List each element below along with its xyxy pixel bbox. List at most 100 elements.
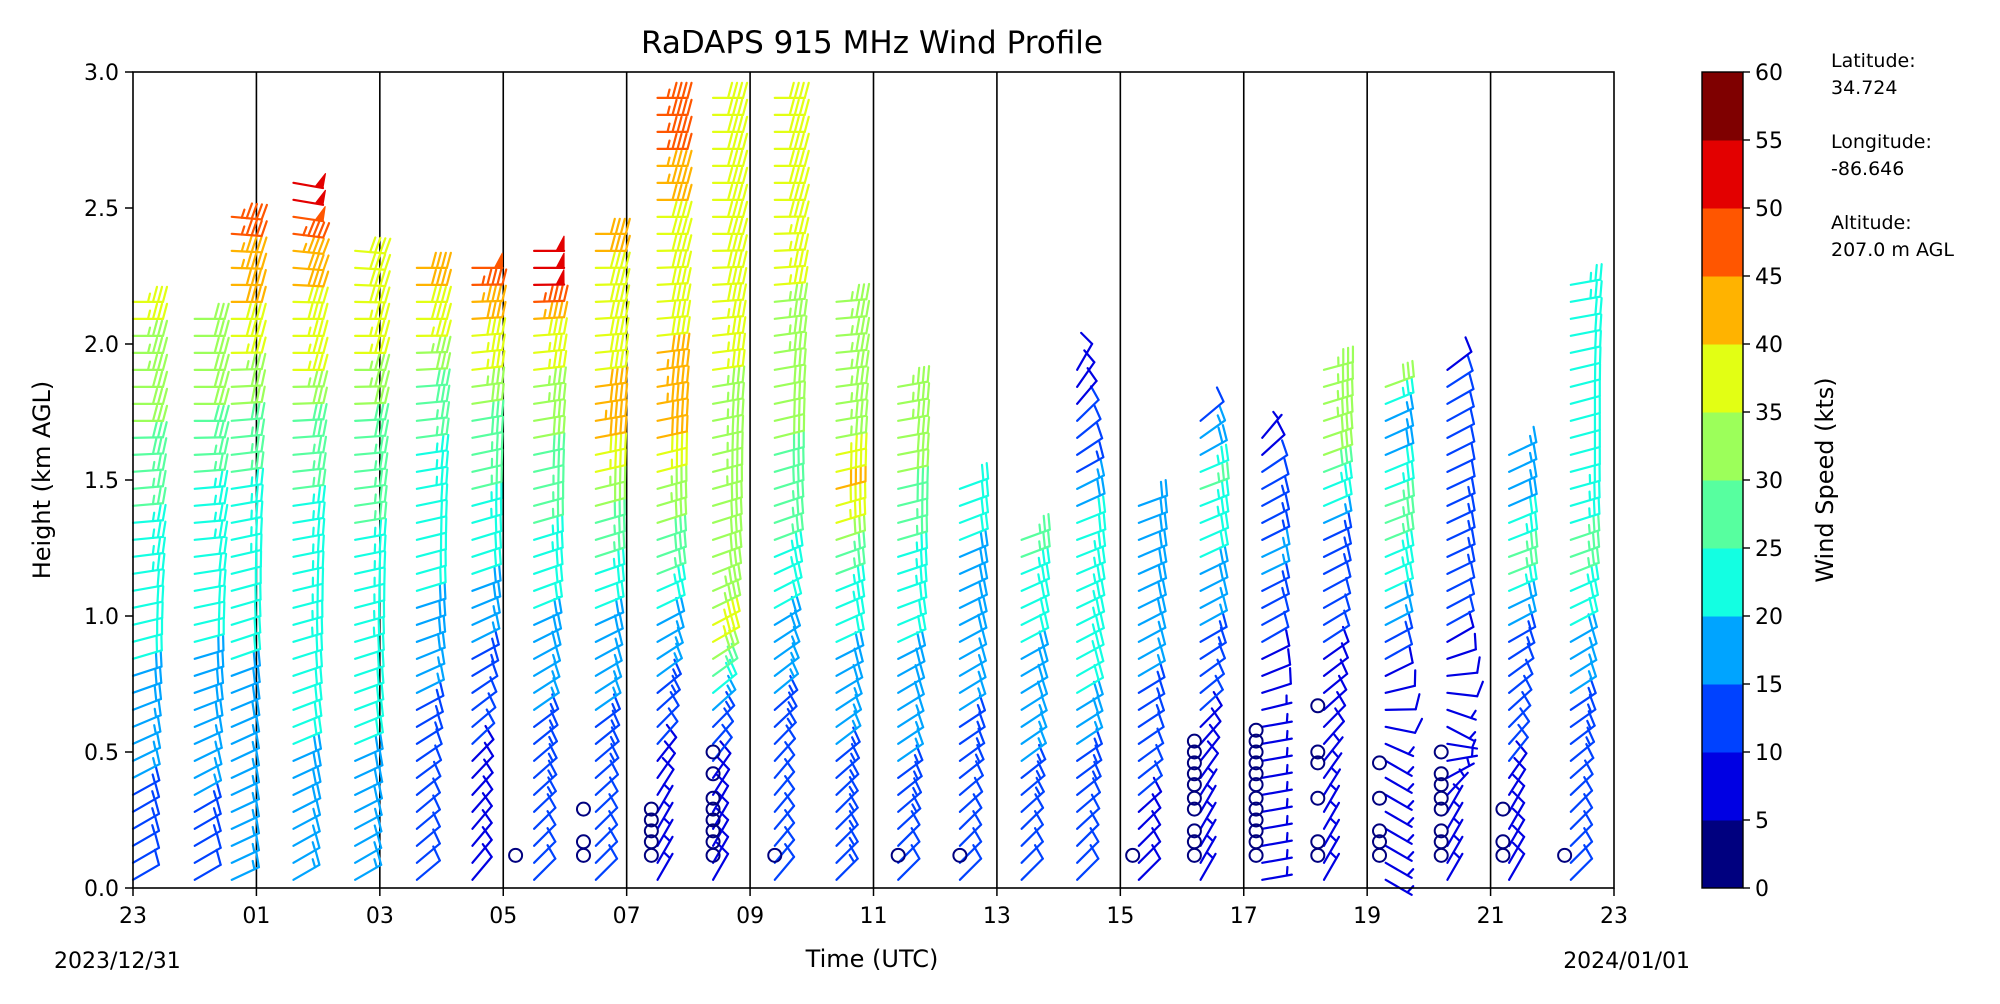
barb-feather <box>446 451 447 466</box>
barb-feather <box>554 452 555 468</box>
colorbar-tick-label: 5 <box>1755 809 1769 834</box>
barb-half-feather <box>667 377 668 385</box>
barb-feather <box>918 385 919 400</box>
barb-feather <box>559 434 560 450</box>
barb-feather <box>801 514 803 529</box>
barb-half-feather <box>313 495 314 503</box>
barb-feather <box>446 468 447 483</box>
barb-half-feather <box>549 376 550 384</box>
barb-half-feather <box>375 461 376 469</box>
barb-feather <box>261 485 262 500</box>
barb-feather <box>445 567 446 583</box>
barb-feather <box>1600 298 1601 313</box>
barb-feather <box>1594 500 1595 516</box>
barb-feather <box>444 616 445 631</box>
barb-feather <box>1343 382 1344 398</box>
barb-feather <box>256 486 257 501</box>
barb-feather <box>918 402 919 417</box>
barb-feather <box>1099 516 1100 531</box>
barb-feather <box>731 518 732 533</box>
barb-feather <box>858 550 860 565</box>
barb-feather <box>804 399 805 415</box>
barb-feather <box>501 516 502 532</box>
barb-feather <box>318 553 319 569</box>
barb-half-feather <box>313 445 314 453</box>
barb-feather <box>161 651 162 667</box>
barb-feather <box>860 500 861 516</box>
barb-feather <box>863 548 865 563</box>
barb-half-feather <box>313 461 314 469</box>
barb-half-feather <box>1527 541 1528 549</box>
barb-feather <box>495 534 496 550</box>
barb-feather <box>316 669 317 684</box>
barb-feather <box>155 669 156 684</box>
barb-feather <box>672 402 673 417</box>
barb-feather <box>625 417 626 432</box>
barb-feather <box>380 536 381 551</box>
barb-feather <box>921 551 922 566</box>
barb-feather <box>855 501 856 517</box>
x-tick-label: 01 <box>242 904 270 929</box>
barb-half-feather <box>1039 541 1040 549</box>
barb-feather <box>611 420 612 435</box>
barb-half-feather <box>790 292 791 300</box>
barb-feather <box>794 401 795 417</box>
barb-feather <box>1599 498 1600 514</box>
barb-feather <box>1600 264 1601 279</box>
colorbar-tick-label: 55 <box>1755 129 1783 154</box>
barb-half-feather <box>1527 558 1528 566</box>
barb-half-feather <box>728 309 729 317</box>
barb-feather <box>861 418 862 433</box>
barb-feather <box>735 533 736 548</box>
barb-feather <box>620 451 621 467</box>
barb-half-feather <box>215 530 216 538</box>
barb-feather <box>610 436 611 452</box>
barb-half-feather <box>854 592 855 600</box>
barb-feather <box>1403 364 1404 379</box>
barb-feather <box>261 535 262 551</box>
barb-feather <box>1595 265 1596 280</box>
barb-half-feather <box>854 558 855 566</box>
altitude-label: Altitude: <box>1831 212 1912 234</box>
start-date-label: 2023/12/31 <box>54 949 181 974</box>
barb-half-feather <box>549 360 550 368</box>
barb-feather <box>855 518 856 533</box>
barb-feather <box>923 468 924 484</box>
barb-half-feather <box>252 444 253 452</box>
barb-half-feather <box>1287 714 1288 722</box>
barb-feather <box>1346 431 1347 446</box>
barb-feather <box>740 531 741 546</box>
barb-half-feather <box>153 546 154 554</box>
barb-feather <box>918 436 919 451</box>
barb-half-feather <box>851 360 852 368</box>
barb-feather <box>676 501 677 517</box>
barb-feather <box>736 516 737 531</box>
barb-feather <box>625 400 626 415</box>
barb-feather <box>923 435 924 450</box>
barb-feather <box>687 399 688 414</box>
barb-feather <box>316 652 317 667</box>
barb-half-feather <box>1094 558 1095 566</box>
y-tick-label: 2.0 <box>84 333 119 358</box>
barb-feather <box>794 384 795 400</box>
barb-half-feather <box>913 376 914 384</box>
barb-feather <box>677 368 679 383</box>
barb-feather <box>1598 515 1599 530</box>
barb-half-feather <box>851 292 852 300</box>
barb-half-feather <box>790 259 791 267</box>
barb-feather <box>618 550 619 565</box>
barb-feather <box>611 403 612 418</box>
barb-half-feather <box>153 479 154 487</box>
barb-half-feather <box>851 343 852 351</box>
y-tick-label: 1.0 <box>84 605 119 630</box>
y-axis: 0.00.51.01.52.02.53.0 <box>84 61 133 902</box>
barb-feather <box>928 434 929 449</box>
barb-feather <box>799 350 800 365</box>
barb-half-feather <box>854 542 855 550</box>
barb-half-feather <box>913 393 914 401</box>
barb-feather <box>925 565 926 580</box>
barb-half-feather <box>793 508 794 516</box>
x-tick-label: 19 <box>1353 904 1381 929</box>
barb-feather <box>685 515 686 530</box>
